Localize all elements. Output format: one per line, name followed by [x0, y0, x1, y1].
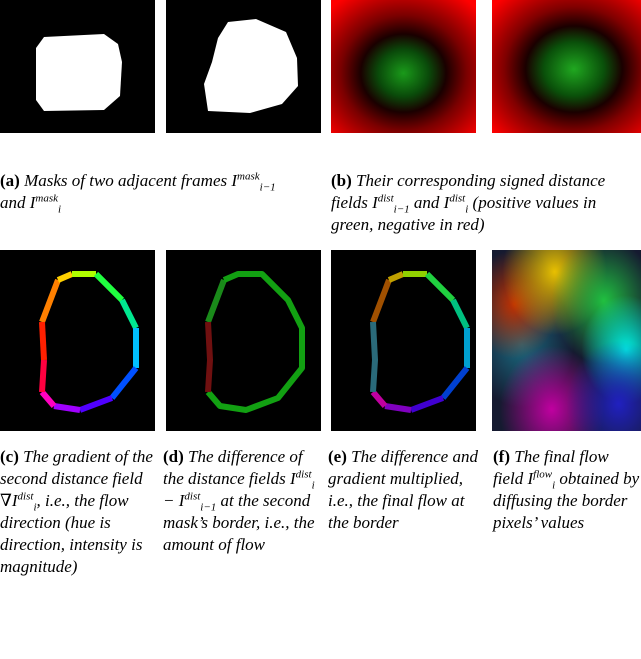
image-dist-next [492, 0, 641, 133]
caption-b: (b) Their corresponding signed distance … [331, 171, 606, 234]
image-mask-prev [0, 0, 155, 133]
image-mask-next [166, 0, 321, 133]
image-difference [166, 250, 321, 431]
caption-d: (d) The difference of the distance field… [163, 447, 315, 554]
caption-e: (e) The difference and gradient multipli… [328, 447, 478, 532]
image-diffused-flow [492, 250, 641, 431]
image-dist-prev [331, 0, 476, 133]
image-gradient [0, 250, 155, 431]
caption-f: (f) The final flow field Iflowi obtained… [493, 447, 640, 532]
image-final-border-flow [331, 250, 476, 431]
caption-a: (a) Masks of two adjacent frames Imaski−… [0, 170, 276, 216]
caption-c: (c) The gradient of the second distance … [0, 447, 153, 576]
